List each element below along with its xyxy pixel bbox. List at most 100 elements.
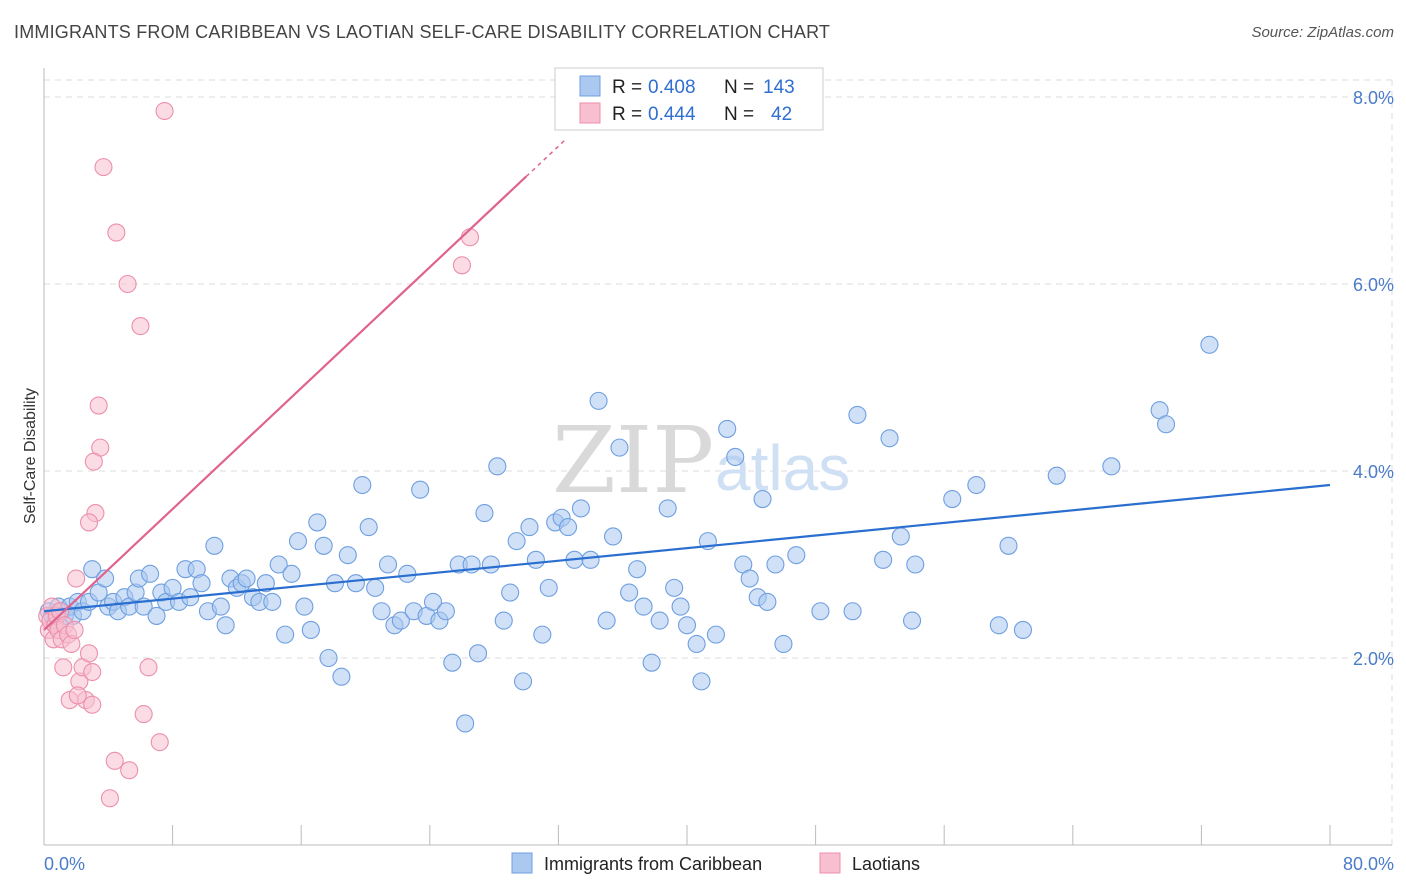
bottom-legend-caribbean: Immigrants from Caribbean <box>544 854 762 874</box>
source-label: Source: ZipAtlas.com <box>1251 24 1394 41</box>
point-caribbean-68 <box>423 592 443 611</box>
point-caribbean-77 <box>481 555 500 574</box>
bottom-legend-laotians: Laotians <box>852 854 920 874</box>
point-laotians-34 <box>105 751 124 770</box>
y-tick-label-2: 6.0% <box>1353 275 1394 295</box>
point-caribbean-115 <box>753 489 772 509</box>
legend-n-value-2: 42 <box>771 104 792 125</box>
point-caribbean-63 <box>391 611 410 630</box>
point-caribbean-22 <box>141 564 160 583</box>
point-caribbean-119 <box>787 546 806 565</box>
point-caribbean-46 <box>282 564 301 583</box>
point-laotians-22 <box>68 686 87 705</box>
legend-r-value-2: 0.444 <box>648 104 696 125</box>
y-tick-label-3: 8.0% <box>1353 88 1394 108</box>
point-caribbean-93 <box>589 391 608 410</box>
point-laotians-27 <box>79 513 99 532</box>
chart-title: IMMIGRANTS FROM CARIBBEAN VS LAOTIAN SEL… <box>14 22 831 42</box>
point-caribbean-11 <box>83 560 102 579</box>
point-caribbean-70 <box>436 602 455 621</box>
bottom-legend-swatch-blue <box>511 852 533 874</box>
point-caribbean-75 <box>468 644 488 663</box>
point-caribbean-35 <box>216 616 235 635</box>
point-caribbean-61 <box>378 555 398 574</box>
point-laotians-14 <box>67 569 86 588</box>
watermark-zip: ZIP <box>552 407 714 514</box>
trend-lines <box>43 138 1331 631</box>
series-caribbean <box>39 335 1219 733</box>
point-caribbean-105 <box>677 616 697 635</box>
point-laotians-30 <box>118 274 137 294</box>
point-caribbean-54 <box>332 667 351 686</box>
bottom-legend: Immigrants from Caribbean Laotians <box>511 852 920 874</box>
legend-r-value-1: 0.408 <box>648 77 696 98</box>
point-caribbean-95 <box>604 527 623 546</box>
point-caribbean-123 <box>874 550 893 569</box>
point-laotians-40 <box>452 256 472 275</box>
point-laotians-37 <box>134 705 153 724</box>
point-caribbean-59 <box>366 578 385 597</box>
series-laotians <box>38 101 480 808</box>
y-tick-label-0: 2.0% <box>1353 649 1394 669</box>
point-laotians-13 <box>65 620 84 640</box>
point-laotians-29 <box>107 223 126 242</box>
point-laotians-26 <box>84 452 103 471</box>
point-caribbean-49 <box>301 620 320 640</box>
point-laotians-18 <box>79 644 99 663</box>
point-caribbean-124 <box>880 429 899 448</box>
y-tick-label-1: 4.0% <box>1353 462 1394 482</box>
point-laotians-39 <box>460 228 480 247</box>
point-caribbean-13 <box>96 569 115 588</box>
point-caribbean-43 <box>263 592 282 611</box>
point-caribbean-47 <box>288 532 308 551</box>
point-caribbean-60 <box>372 602 391 621</box>
point-caribbean-39 <box>237 569 256 588</box>
point-caribbean-34 <box>211 597 230 616</box>
point-caribbean-91 <box>571 499 590 518</box>
point-caribbean-86 <box>539 578 558 597</box>
point-caribbean-66 <box>411 480 430 499</box>
point-caribbean-78 <box>488 457 507 476</box>
point-caribbean-94 <box>597 611 616 630</box>
point-caribbean-136 <box>1156 415 1176 434</box>
point-caribbean-84 <box>526 550 545 569</box>
legend-n-label-1: N = <box>724 77 754 98</box>
point-caribbean-116 <box>758 592 777 611</box>
point-laotians-31 <box>131 317 150 336</box>
point-caribbean-132 <box>1013 620 1033 640</box>
point-laotians-20 <box>54 658 73 677</box>
y-axis-label: Self-Care Disability <box>22 388 39 524</box>
point-caribbean-48 <box>295 597 314 616</box>
point-caribbean-98 <box>628 560 647 579</box>
point-caribbean-92 <box>581 550 600 569</box>
point-caribbean-120 <box>811 602 830 621</box>
point-caribbean-50 <box>308 513 327 532</box>
point-caribbean-96 <box>610 438 629 457</box>
point-caribbean-45 <box>276 625 295 644</box>
point-caribbean-97 <box>620 583 639 602</box>
point-caribbean-81 <box>507 532 526 551</box>
point-caribbean-137 <box>1200 335 1219 354</box>
point-caribbean-129 <box>967 475 986 495</box>
point-laotians-33 <box>155 101 174 121</box>
point-caribbean-109 <box>706 625 725 644</box>
point-laotians-41 <box>83 662 102 682</box>
point-caribbean-117 <box>766 555 785 574</box>
point-caribbean-33 <box>205 536 224 555</box>
point-caribbean-118 <box>774 634 793 654</box>
point-caribbean-73 <box>456 714 475 733</box>
point-caribbean-79 <box>494 611 513 630</box>
point-laotians-32 <box>139 658 158 677</box>
legend-n-label-2: N = <box>724 104 754 125</box>
watermark-atlas: atlas <box>715 432 850 504</box>
legend-r-label-1: R = <box>612 77 642 98</box>
point-caribbean-127 <box>906 555 925 574</box>
point-caribbean-128 <box>943 489 962 509</box>
point-caribbean-89 <box>558 518 578 537</box>
point-laotians-38 <box>150 733 169 752</box>
point-caribbean-31 <box>192 574 211 593</box>
trend-line-caribbean <box>43 483 1331 613</box>
point-caribbean-44 <box>269 555 288 574</box>
point-caribbean-80 <box>501 583 520 602</box>
